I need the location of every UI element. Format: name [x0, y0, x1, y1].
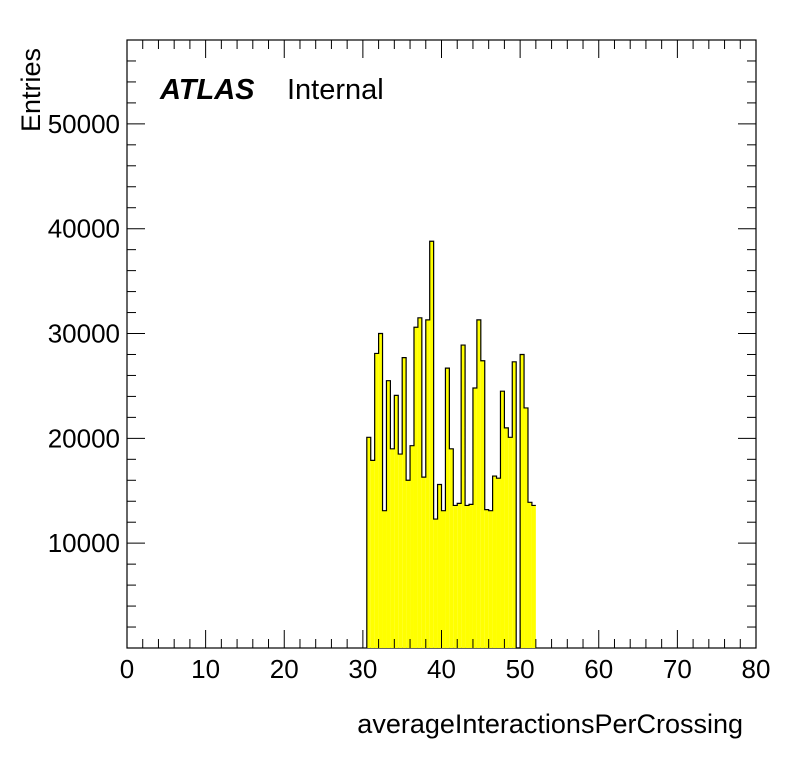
histogram-bar: [390, 448, 395, 648]
x-tick-label: 30: [348, 654, 377, 684]
histogram-bar: [484, 509, 489, 648]
histogram-bar: [378, 333, 383, 648]
histogram-bar: [496, 478, 501, 648]
histogram-outline: [366, 240, 536, 649]
histogram-bar: [457, 503, 462, 648]
y-tick-label: 50000: [48, 109, 120, 139]
x-tick-labels: 0 10 20 30 40 50 60 70 80: [120, 654, 771, 684]
histogram-bar: [520, 354, 525, 648]
histogram-bar: [524, 407, 528, 648]
histogram-bar: [445, 368, 450, 648]
histogram-bar: [469, 504, 473, 648]
histogram-bar: [413, 327, 418, 648]
histogram-bar: [441, 510, 446, 648]
x-axis-title: averageInteractionsPerCrossing: [357, 709, 743, 739]
x-tick-label: 80: [742, 654, 771, 684]
histogram-bars: [366, 240, 536, 649]
x-tick-label: 60: [584, 654, 613, 684]
histogram-bar: [480, 360, 485, 648]
histogram-bar: [472, 388, 477, 648]
histogram-bar: [465, 505, 470, 648]
axis-ticks: [126, 39, 757, 648]
histogram-bar: [512, 361, 517, 648]
x-tick-label: 0: [120, 654, 134, 684]
histogram-bar: [433, 519, 438, 648]
y-tick-label: 30000: [48, 319, 120, 349]
histogram-bar: [476, 319, 481, 648]
histogram-bar: [531, 505, 536, 648]
internal-label: Internal: [287, 74, 384, 106]
histogram-bar: [406, 480, 411, 648]
x-tick-label: 50: [506, 654, 535, 684]
y-tick-label: 10000: [48, 528, 120, 558]
y-tick-labels: 10000 20000 30000 40000 50000: [48, 109, 120, 558]
histogram-bar: [527, 502, 532, 648]
x-tick-label: 40: [427, 654, 456, 684]
histogram-bar: [374, 353, 379, 648]
histogram-bar: [437, 484, 442, 648]
histogram-bar: [488, 510, 493, 648]
x-tick-label: 20: [270, 654, 299, 684]
histogram-bar: [449, 448, 454, 648]
histogram-bar: [382, 510, 387, 648]
x-tick-label: 10: [191, 654, 220, 684]
histogram-bar: [504, 427, 509, 648]
y-axis-title: Entries: [16, 48, 46, 132]
histogram-bar: [461, 345, 466, 648]
y-tick-label: 40000: [48, 214, 120, 244]
histogram-bar: [417, 317, 422, 648]
histogram-bar: [453, 505, 458, 648]
atlas-label: ATLAS: [159, 74, 255, 106]
x-tick-label: 70: [663, 654, 692, 684]
histogram-bar: [398, 454, 403, 648]
histogram-bar: [402, 357, 407, 648]
histogram-bar: [425, 319, 430, 648]
histogram-bar: [410, 445, 414, 648]
histogram-bar: [500, 391, 505, 648]
histogram-bar: [386, 380, 391, 648]
histogram-bar: [492, 476, 497, 648]
y-tick-label: 20000: [48, 423, 120, 453]
histogram-bar: [421, 477, 426, 648]
histogram-bar: [508, 437, 513, 648]
histogram-bar: [394, 395, 399, 648]
histogram-bar: [366, 437, 371, 648]
histogram-bar: [370, 460, 375, 648]
histogram-bar: [429, 241, 434, 648]
